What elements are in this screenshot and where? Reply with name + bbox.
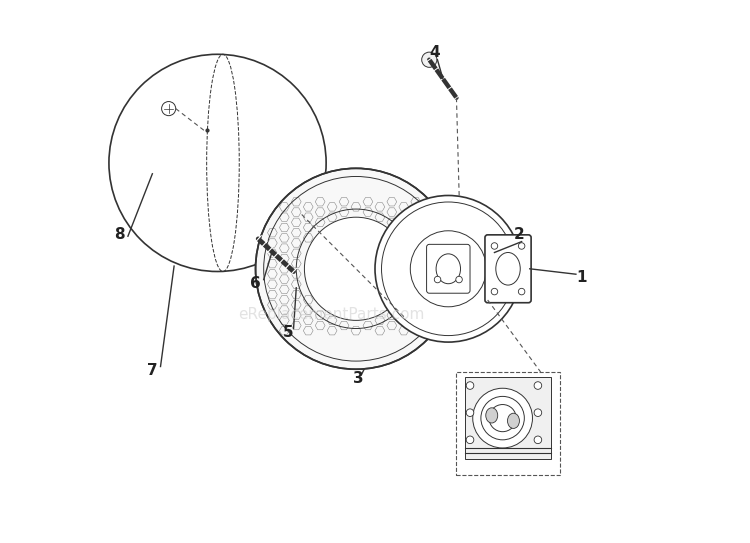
FancyBboxPatch shape	[485, 235, 531, 303]
Circle shape	[456, 276, 462, 283]
Circle shape	[256, 168, 457, 369]
Circle shape	[375, 195, 521, 342]
Circle shape	[466, 382, 474, 389]
Circle shape	[422, 52, 437, 67]
Circle shape	[304, 217, 407, 320]
Circle shape	[518, 288, 525, 295]
Circle shape	[472, 388, 532, 448]
Circle shape	[410, 231, 486, 307]
Text: eReplacementParts.com: eReplacementParts.com	[238, 307, 424, 323]
Circle shape	[534, 409, 542, 416]
Circle shape	[161, 102, 176, 116]
Text: 5: 5	[283, 325, 293, 340]
Text: 7: 7	[147, 363, 158, 378]
Bar	[464, 377, 551, 459]
Text: 8: 8	[114, 227, 125, 242]
Circle shape	[466, 409, 474, 416]
Circle shape	[434, 276, 441, 283]
Circle shape	[286, 268, 306, 288]
Circle shape	[491, 243, 498, 249]
Circle shape	[518, 243, 525, 249]
Circle shape	[534, 382, 542, 389]
FancyBboxPatch shape	[427, 244, 470, 293]
Text: 2: 2	[514, 227, 524, 242]
Text: 6: 6	[250, 276, 261, 291]
Circle shape	[491, 288, 498, 295]
Bar	[457, 372, 560, 475]
Circle shape	[534, 436, 542, 444]
Text: 3: 3	[353, 371, 364, 386]
Text: 1: 1	[576, 270, 586, 286]
Ellipse shape	[436, 254, 460, 284]
Circle shape	[466, 436, 474, 444]
Text: 4: 4	[429, 45, 440, 60]
Polygon shape	[288, 268, 304, 288]
Ellipse shape	[486, 408, 498, 423]
Ellipse shape	[508, 413, 520, 428]
Ellipse shape	[496, 252, 520, 285]
